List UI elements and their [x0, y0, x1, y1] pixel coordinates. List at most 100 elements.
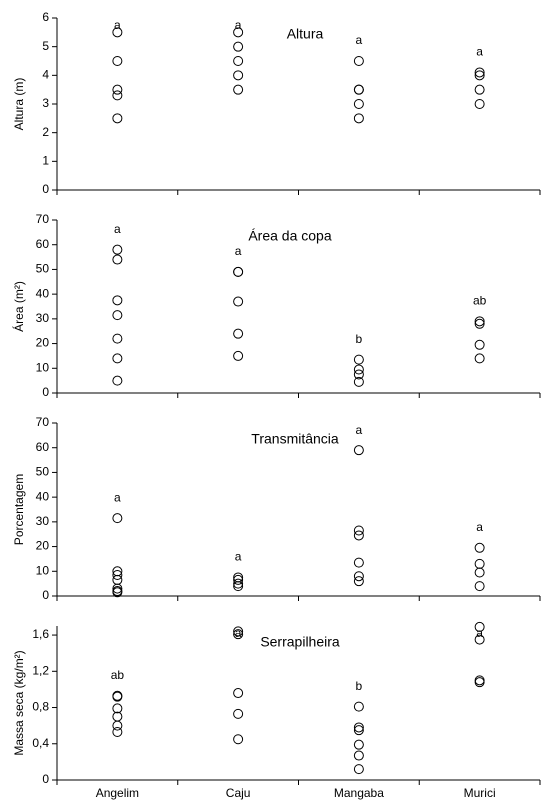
- x-tick-label: Angelim: [96, 786, 139, 800]
- point: [474, 677, 485, 688]
- y-axis-label: Massa seca (kg/m²): [12, 650, 26, 755]
- point: [353, 99, 364, 109]
- point: [233, 84, 244, 95]
- point: [474, 634, 485, 645]
- annotation: a: [235, 550, 242, 564]
- point: [233, 629, 244, 640]
- point: [353, 354, 364, 365]
- point: [353, 557, 364, 568]
- point: [112, 295, 123, 306]
- point: [474, 621, 485, 632]
- y-tick-label: 10: [36, 563, 50, 577]
- annotation: a: [235, 18, 242, 32]
- y-tick-label: 1,2: [32, 663, 49, 677]
- point: [112, 691, 123, 702]
- point: [353, 764, 364, 775]
- y-tick-label: 1: [42, 154, 49, 168]
- point: [353, 722, 364, 733]
- panel-title: Serrapilheira: [260, 634, 340, 650]
- point: [233, 350, 244, 361]
- annotation: a: [235, 626, 242, 640]
- y-tick-label: 0: [42, 182, 49, 196]
- point: [474, 99, 485, 109]
- y-tick-label: 0: [42, 588, 49, 602]
- point: [353, 576, 364, 587]
- y-tick-label: 30: [36, 311, 50, 325]
- y-tick-label: 0: [42, 385, 49, 399]
- point: [233, 626, 244, 637]
- annotation: a: [114, 490, 121, 504]
- point: [474, 542, 485, 553]
- y-tick-label: 5: [42, 39, 49, 53]
- point: [233, 70, 244, 81]
- point: [474, 581, 485, 592]
- point: [112, 513, 123, 524]
- point: [353, 750, 364, 761]
- annotation: a: [476, 626, 483, 640]
- point: [474, 558, 485, 569]
- y-tick-label: 6: [42, 10, 49, 24]
- point: [474, 67, 485, 78]
- point: [112, 84, 123, 95]
- annotation: b: [356, 332, 363, 346]
- point: [112, 703, 123, 714]
- point: [112, 254, 123, 265]
- annotation: b: [356, 679, 363, 693]
- annotation: a: [235, 244, 242, 258]
- y-tick-label: 30: [36, 514, 50, 528]
- point: [112, 113, 123, 124]
- point: [353, 364, 364, 375]
- y-tick-label: 1,6: [32, 627, 49, 641]
- y-tick-label: 2: [42, 125, 49, 139]
- point: [353, 113, 364, 124]
- y-tick-label: 0: [42, 772, 49, 786]
- point: [112, 720, 123, 731]
- x-tick-label: Caju: [226, 786, 251, 800]
- point: [112, 56, 123, 66]
- annotation: a: [114, 18, 121, 32]
- point: [353, 376, 364, 387]
- point: [112, 244, 123, 255]
- y-tick-label: 40: [36, 489, 50, 503]
- point: [112, 587, 123, 598]
- point: [112, 333, 123, 344]
- point: [353, 56, 364, 66]
- point: [233, 574, 244, 585]
- y-tick-label: 50: [36, 465, 50, 479]
- point: [353, 525, 364, 536]
- point: [112, 90, 123, 101]
- point: [353, 571, 364, 582]
- y-tick-label: 0,4: [32, 736, 49, 750]
- point: [233, 27, 244, 38]
- annotation: a: [356, 33, 363, 47]
- point: [112, 375, 123, 386]
- point: [233, 56, 244, 66]
- point: [353, 739, 364, 750]
- point: [233, 688, 244, 699]
- point: [353, 445, 364, 456]
- annotation: ab: [473, 294, 487, 308]
- y-tick-label: 40: [36, 286, 50, 300]
- y-tick-label: 0,8: [32, 700, 49, 714]
- annotation: a: [356, 423, 363, 437]
- x-tick-label: Murici: [464, 786, 496, 800]
- panel-title: Área da copa: [248, 228, 331, 244]
- point: [112, 310, 123, 321]
- point: [353, 84, 364, 95]
- y-tick-label: 3: [42, 96, 49, 110]
- point: [233, 41, 244, 52]
- point: [112, 353, 123, 364]
- point: [112, 27, 123, 38]
- y-tick-label: 60: [36, 237, 50, 251]
- point: [233, 734, 244, 745]
- y-tick-label: 50: [36, 262, 50, 276]
- point: [474, 339, 485, 350]
- point: [233, 266, 244, 277]
- point: [474, 318, 485, 329]
- point: [353, 530, 364, 541]
- point: [233, 296, 244, 307]
- y-tick-label: 4: [42, 68, 49, 82]
- point: [233, 578, 244, 589]
- point: [474, 70, 485, 81]
